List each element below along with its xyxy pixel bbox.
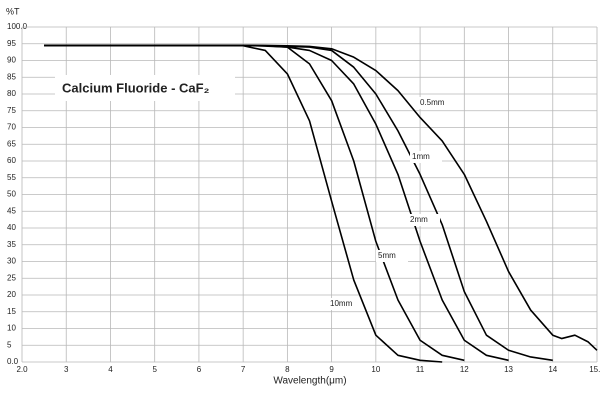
x-tick-label: 9 <box>329 365 334 374</box>
series-label-bg <box>376 250 408 262</box>
series-line <box>44 44 443 363</box>
y-tick-label: 60 <box>7 156 16 165</box>
y-tick-label: 20 <box>7 290 16 299</box>
x-tick-label: 5 <box>152 365 157 374</box>
x-tick-label: 14 <box>548 365 557 374</box>
x-tick-label: 3 <box>64 365 69 374</box>
title-box <box>55 75 235 101</box>
y-tick-label: 80 <box>7 89 16 98</box>
y-tick-label: 0.0 <box>7 357 19 366</box>
y-tick-label: 35 <box>7 240 16 249</box>
y-tick-label: 55 <box>7 173 16 182</box>
series-label: 5mm <box>378 251 396 260</box>
y-tick-label: 30 <box>7 257 16 266</box>
y-tick-label: 70 <box>7 123 16 132</box>
y-tick-label: 75 <box>7 106 16 115</box>
y-tick-label: 90 <box>7 56 16 65</box>
x-tick-label: 11 <box>416 365 425 374</box>
y-tick-label: 15 <box>7 307 16 316</box>
series-label: 2mm <box>410 215 428 224</box>
chart-title: Calcium Fluoride - CaF₂ <box>62 80 210 95</box>
y-tick-label: 95 <box>7 39 16 48</box>
x-tick-label: 13 <box>504 365 513 374</box>
y-tick-label: 85 <box>7 72 16 81</box>
y-tick-label: 50 <box>7 190 16 199</box>
y-axis-label: %T <box>6 6 20 16</box>
y-tick-label: 40 <box>7 223 16 232</box>
x-tick-label: 10 <box>371 365 380 374</box>
x-tick-label: 2.0 <box>16 365 28 374</box>
series-label-bg <box>328 298 360 310</box>
series-label-bg <box>418 97 450 109</box>
series-label: 10mm <box>330 299 353 308</box>
y-tick-label: 5 <box>7 340 12 349</box>
y-tick-label: 100.0 <box>7 22 28 31</box>
x-tick-label: 12 <box>460 365 469 374</box>
x-tick-label: 8 <box>285 365 290 374</box>
series-label: 1mm <box>412 152 430 161</box>
y-tick-label: 65 <box>7 139 16 148</box>
x-axis-label: Wavelength(μm) <box>273 376 346 387</box>
y-tick-label: 10 <box>7 324 16 333</box>
series-label-bg <box>408 214 440 226</box>
series-label-bg <box>410 151 442 163</box>
x-tick-label: 7 <box>241 365 246 374</box>
x-tick-label: 15.0 <box>589 365 600 374</box>
x-tick-label: 6 <box>197 365 202 374</box>
x-tick-label: 4 <box>108 365 113 374</box>
y-tick-label: 45 <box>7 206 16 215</box>
y-tick-label: 25 <box>7 273 16 282</box>
series-label: 0.5mm <box>420 98 445 107</box>
